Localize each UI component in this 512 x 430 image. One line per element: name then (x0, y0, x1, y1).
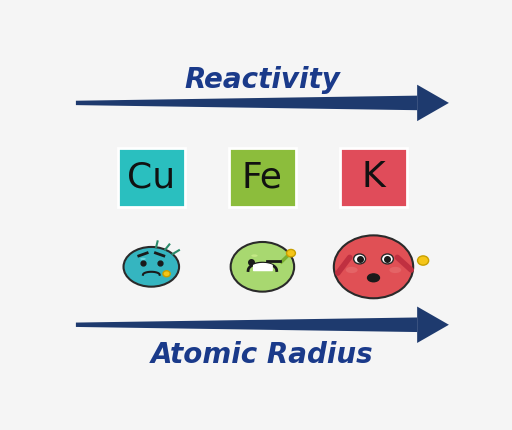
Polygon shape (417, 85, 449, 121)
Circle shape (163, 271, 170, 277)
Circle shape (287, 249, 295, 257)
FancyBboxPatch shape (340, 147, 407, 207)
Ellipse shape (251, 255, 258, 257)
Text: Reactivity: Reactivity (184, 67, 340, 95)
Ellipse shape (390, 267, 401, 273)
Circle shape (354, 254, 366, 264)
Ellipse shape (230, 242, 294, 292)
Ellipse shape (140, 258, 146, 260)
Text: K: K (361, 160, 386, 194)
Text: Fe: Fe (242, 160, 283, 194)
FancyBboxPatch shape (229, 147, 296, 207)
Circle shape (381, 254, 393, 264)
Text: Atomic Radius: Atomic Radius (151, 341, 374, 369)
Circle shape (418, 256, 429, 265)
Text: Cu: Cu (127, 160, 175, 194)
Ellipse shape (123, 247, 179, 287)
Polygon shape (417, 307, 449, 343)
Polygon shape (76, 317, 417, 332)
Ellipse shape (334, 235, 413, 298)
Ellipse shape (368, 274, 379, 282)
Ellipse shape (346, 267, 357, 273)
Polygon shape (76, 95, 417, 110)
FancyBboxPatch shape (118, 147, 185, 207)
